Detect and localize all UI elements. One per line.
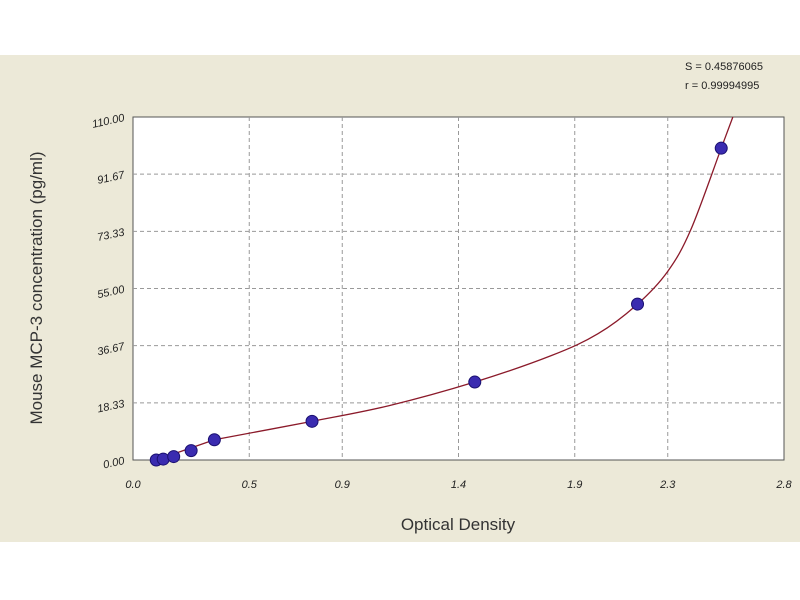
x-tick-label: 2.3 xyxy=(659,479,676,491)
data-point xyxy=(468,375,482,389)
y-tick-label: 18.33 xyxy=(96,398,126,416)
data-point xyxy=(714,141,728,155)
grid-lines xyxy=(133,117,784,460)
data-points xyxy=(149,141,728,467)
y-tick-label: 0.00 xyxy=(102,455,126,471)
y-tick-label: 110.00 xyxy=(91,112,126,131)
y-axis-ticks: 0.00 18.33 36.67 55.00 73.33 91.67 110.00 xyxy=(91,112,126,471)
stat-s: S = 0.45876065 xyxy=(685,61,763,73)
y-tick-label: 73.33 xyxy=(96,226,126,244)
y-axis-title: Mouse MCP-3 concentration (pg/ml) xyxy=(27,151,46,424)
x-tick-label: 0.0 xyxy=(125,479,141,491)
x-tick-label: 1.9 xyxy=(567,479,582,491)
y-tick-label: 55.00 xyxy=(96,284,126,302)
x-tick-label: 0.5 xyxy=(242,479,258,491)
y-tick-label: 91.67 xyxy=(96,169,126,187)
x-axis-ticks: 0.0 0.5 0.9 1.4 1.9 2.3 2.8 xyxy=(125,479,792,491)
x-axis-title: Optical Density xyxy=(401,515,516,534)
data-point xyxy=(631,297,645,311)
x-tick-label: 2.8 xyxy=(775,479,792,491)
data-point xyxy=(167,450,181,464)
x-tick-label: 1.4 xyxy=(451,479,466,491)
y-tick-label: 36.67 xyxy=(96,341,126,359)
data-point xyxy=(207,433,221,447)
x-tick-label: 0.9 xyxy=(335,479,350,491)
fitted-curve xyxy=(156,116,734,461)
data-point xyxy=(305,414,319,428)
data-point xyxy=(184,444,198,458)
stat-r: r = 0.99994995 xyxy=(685,80,759,92)
